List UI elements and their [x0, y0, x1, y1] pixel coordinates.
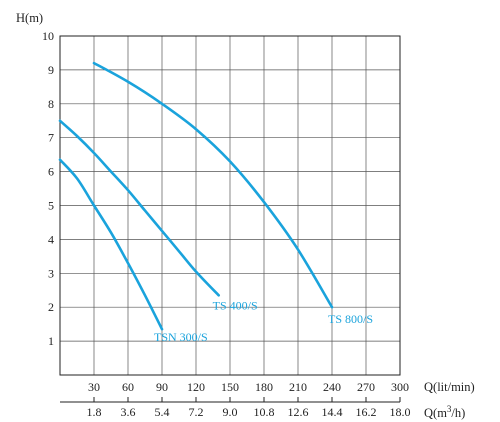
x-tick-label: 270	[357, 380, 375, 394]
y-tick-label: 10	[42, 29, 54, 43]
secondary-x-tick-label: 18.0	[390, 405, 411, 419]
x-axis-secondary-title-base: Q(m	[424, 406, 447, 420]
secondary-x-tick-label: 16.2	[356, 405, 377, 419]
grid-layer	[60, 36, 401, 403]
x-axis-title: Q(lit/min)	[424, 380, 475, 394]
label-layer: 30 60 90 120 150 180 210 240 270 300 1 2 3 4 5 6 7 8 9 10 1.…	[42, 29, 411, 419]
secondary-x-tick-label: 10.8	[254, 405, 275, 419]
x-axis-secondary-title: Q(m3/h)	[424, 404, 465, 420]
y-tick-label: 7	[48, 131, 54, 145]
secondary-x-tick-label: 12.6	[288, 405, 309, 419]
curve-label: TS 800/S	[328, 312, 373, 326]
curve-label: TSN 300/S	[154, 330, 208, 344]
curve-ts-400-s	[58, 119, 220, 297]
secondary-x-tick-label: 9.0	[223, 405, 238, 419]
y-tick-label: 4	[48, 232, 54, 246]
y-tick-label: 8	[48, 97, 54, 111]
x-tick-label: 150	[221, 380, 239, 394]
y-tick-label: 6	[48, 165, 54, 179]
y-tick-label: 3	[48, 266, 54, 280]
x-tick-label: 120	[187, 380, 205, 394]
x-tick-label: 180	[255, 380, 273, 394]
x-tick-label: 210	[289, 380, 307, 394]
curve-label: TS 400/S	[213, 298, 258, 312]
x-tick-label: 60	[122, 380, 134, 394]
x-axis-secondary-title-sup: 3	[447, 404, 452, 414]
secondary-x-tick-label: 1.8	[87, 405, 102, 419]
y-axis-title: H(m)	[16, 11, 43, 25]
curve-tsn-300-s	[58, 158, 164, 331]
x-tick-label: 90	[156, 380, 168, 394]
secondary-x-tick-label: 14.4	[322, 405, 343, 419]
x-tick-label: 300	[391, 380, 409, 394]
plot-frame	[59, 35, 401, 376]
x-tick-label: 240	[323, 380, 341, 394]
secondary-x-tick-label: 3.6	[121, 405, 136, 419]
y-tick-label: 2	[48, 300, 54, 314]
secondary-x-tick-label: 7.2	[189, 405, 204, 419]
secondary-x-tick-label: 5.4	[155, 405, 170, 419]
y-tick-label: 9	[48, 63, 54, 77]
x-axis-secondary-title-tail: /h)	[451, 406, 465, 420]
curve-layer	[58, 61, 334, 331]
y-tick-label: 5	[48, 199, 54, 213]
curve-ts-800-s	[92, 61, 334, 309]
x-tick-label: 30	[88, 380, 100, 394]
y-tick-label: 1	[48, 334, 54, 348]
